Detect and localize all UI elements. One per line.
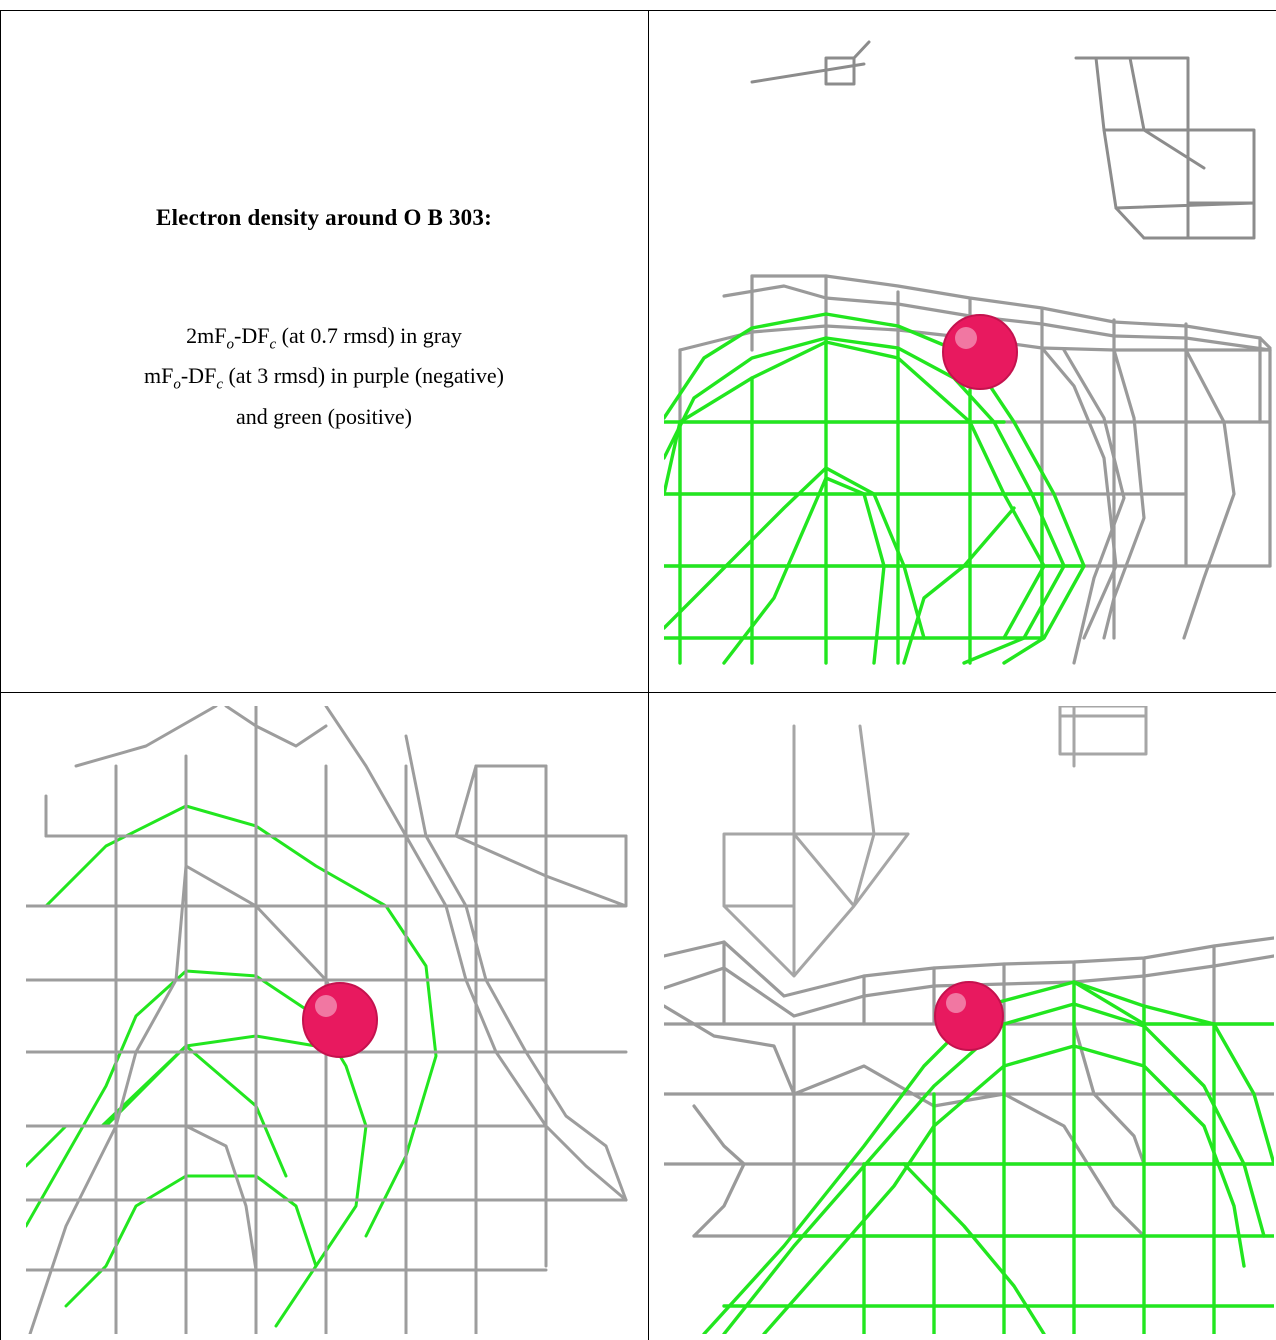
density-view-bottom-left bbox=[26, 706, 636, 1334]
atom-sphere bbox=[302, 982, 378, 1058]
atom-sphere bbox=[942, 314, 1018, 390]
density-view-top-right bbox=[664, 38, 1274, 668]
density-map-2 bbox=[26, 706, 628, 1334]
caption-legend: 2mFo-DFc (at 0.7 rmsd) in gray mFo-DFc (… bbox=[0, 320, 648, 433]
table-border-left bbox=[0, 10, 1, 1340]
table-border-top bbox=[0, 10, 1276, 11]
caption-cell: Electron density around O B 303: 2mFo-DF… bbox=[0, 0, 648, 692]
table-border-row bbox=[0, 692, 1276, 693]
density-view-bottom-right bbox=[664, 706, 1274, 1334]
density-map-3 bbox=[664, 706, 1274, 1334]
table-border-middle bbox=[648, 10, 649, 1340]
atom-sphere bbox=[934, 981, 1004, 1051]
density-map-1 bbox=[664, 40, 1272, 665]
caption-title: Electron density around O B 303: bbox=[156, 205, 492, 230]
legend-line-2fofc: 2mFo-DFc (at 0.7 rmsd) in gray bbox=[186, 323, 462, 353]
legend-line-fofc-cont: and green (positive) bbox=[236, 403, 412, 429]
legend-line-fofc: mFo-DFc (at 3 rmsd) in purple (negative) bbox=[144, 363, 504, 393]
